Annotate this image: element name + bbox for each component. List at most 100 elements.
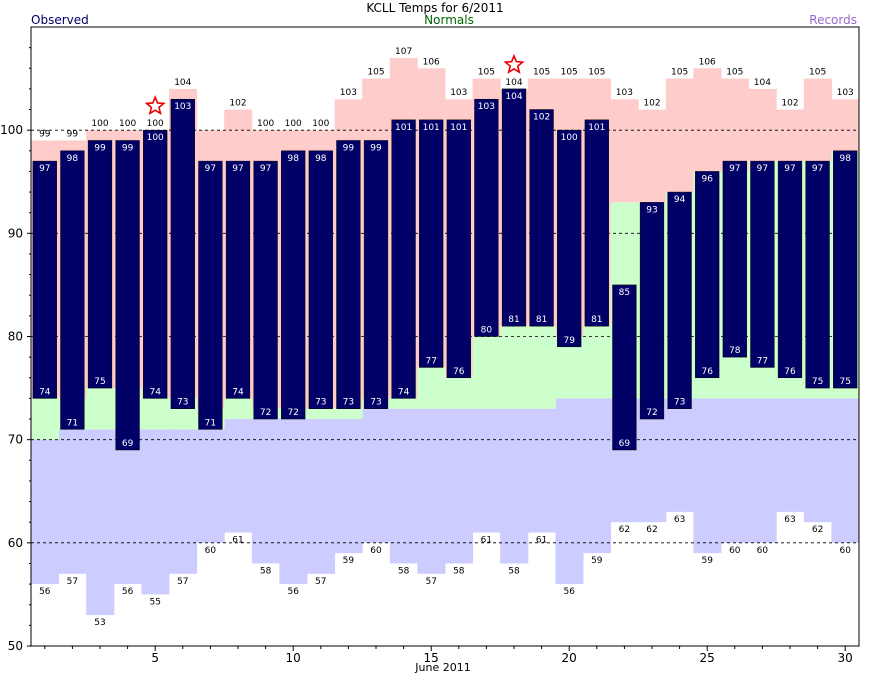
record-low-band [113,429,142,585]
observed-bar [225,160,251,399]
observed-low-label: 73 [177,398,188,408]
record-low-label: 61 [481,536,492,546]
record-low-band [307,419,336,574]
observed-bar [363,140,389,409]
observed-high-label: 97 [812,164,823,174]
observed-high-label: 99 [370,143,382,153]
observed-low-label: 81 [536,315,547,325]
legend-observed: Observed [31,13,89,27]
x-tick-label: 15 [424,651,439,665]
chart-title: KCLL Temps for 6/2011 [366,1,503,15]
observed-bar [281,150,306,420]
observed-low-label: 72 [646,408,657,418]
normal-band [417,367,446,409]
record-high-band [665,78,694,193]
record-high-label: 105 [671,68,688,78]
legend-normals: Normals [424,13,474,27]
record-low-band [169,429,198,574]
x-tick-label: 25 [700,651,715,665]
record-low-band [31,439,60,585]
observed-bar [557,129,582,348]
record-low-band [472,408,501,533]
observed-bar [198,160,223,430]
observed-low-label: 71 [205,418,216,428]
observed-high-label: 97 [757,164,768,174]
record-high-band [721,78,750,172]
normal-band [86,388,115,430]
record-low-label: 60 [729,546,741,556]
x-tick-label: 10 [286,651,301,665]
record-low-label: 57 [425,577,436,587]
record-high-label: 105 [561,68,578,78]
record-low-label: 61 [232,536,243,546]
record-low-label: 63 [674,515,685,525]
record-high-label: 100 [312,119,329,129]
record-high-label: 105 [809,68,826,78]
record-high-label: 100 [257,119,274,129]
observed-high-label: 97 [729,164,740,174]
record-low-label: 56 [39,587,51,597]
observed-high-label: 97 [39,164,50,174]
record-high-label: 102 [643,99,660,109]
observed-high-label: 94 [674,195,686,205]
record-high-label: 99 [67,129,79,139]
record-low-label: 56 [122,587,134,597]
observed-low-label: 74 [149,387,161,397]
observed-low-label: 76 [701,367,713,377]
observed-high-label: 102 [533,113,550,123]
observed-low-label: 81 [508,315,519,325]
record-low-band [555,398,584,585]
record-low-label: 62 [812,525,823,535]
record-high-band [610,99,639,203]
record-high-label: 100 [119,119,136,129]
record-low-label: 60 [839,546,851,556]
observed-low-label: 73 [674,398,685,408]
observed-high-label: 93 [646,205,657,215]
record-low-label: 55 [149,597,160,607]
record-high-label: 103 [450,88,467,98]
record-high-label: 106 [423,57,440,67]
observed-bar [336,140,361,409]
record-low-band [527,408,556,533]
observed-high-label: 85 [619,288,630,298]
observed-low-label: 76 [453,367,465,377]
observed-low-label: 75 [839,377,850,387]
observed-low-label: 74 [398,387,410,397]
record-high-label: 105 [367,68,384,78]
observed-low-label: 69 [619,439,631,449]
record-low-label: 57 [67,577,78,587]
normal-band [141,398,170,430]
record-high-label: 102 [781,99,798,109]
record-high-label: 103 [837,88,854,98]
observed-bar [143,129,168,399]
observed-low-label: 78 [729,346,741,356]
observed-low-label: 79 [563,336,575,346]
record-low-label: 63 [784,515,795,525]
observed-high-label: 104 [505,92,522,102]
observed-high-label: 96 [701,174,713,184]
observed-low-label: 73 [370,398,381,408]
observed-bar [115,140,140,451]
record-low-band [693,398,722,554]
observed-bar [391,119,416,399]
record-star-icon [503,53,525,74]
record-high-label: 99 [39,129,51,139]
record-high-label: 100 [91,119,108,129]
normal-band [472,336,501,409]
normal-band [307,408,336,420]
record-low-label: 59 [701,556,713,566]
observed-bar [501,88,527,327]
record-high-label: 104 [174,78,191,88]
record-low-band [251,419,280,564]
observed-low-label: 74 [232,387,244,397]
observed-high-label: 99 [343,143,355,153]
label-layer: 97 74 98 71 99 75 99 69 100 74 103 73 97 71 97 74 97 72 98… [39,47,854,628]
y-tick-label: 90 [8,226,23,240]
observed-low-label: 69 [122,439,134,449]
observed-low-label: 71 [67,418,78,428]
legend-records: Records [809,13,857,27]
observed-high-label: 98 [287,154,299,164]
record-low-band [334,419,363,554]
record-low-label: 58 [260,566,272,576]
record-high-label: 107 [395,47,412,57]
